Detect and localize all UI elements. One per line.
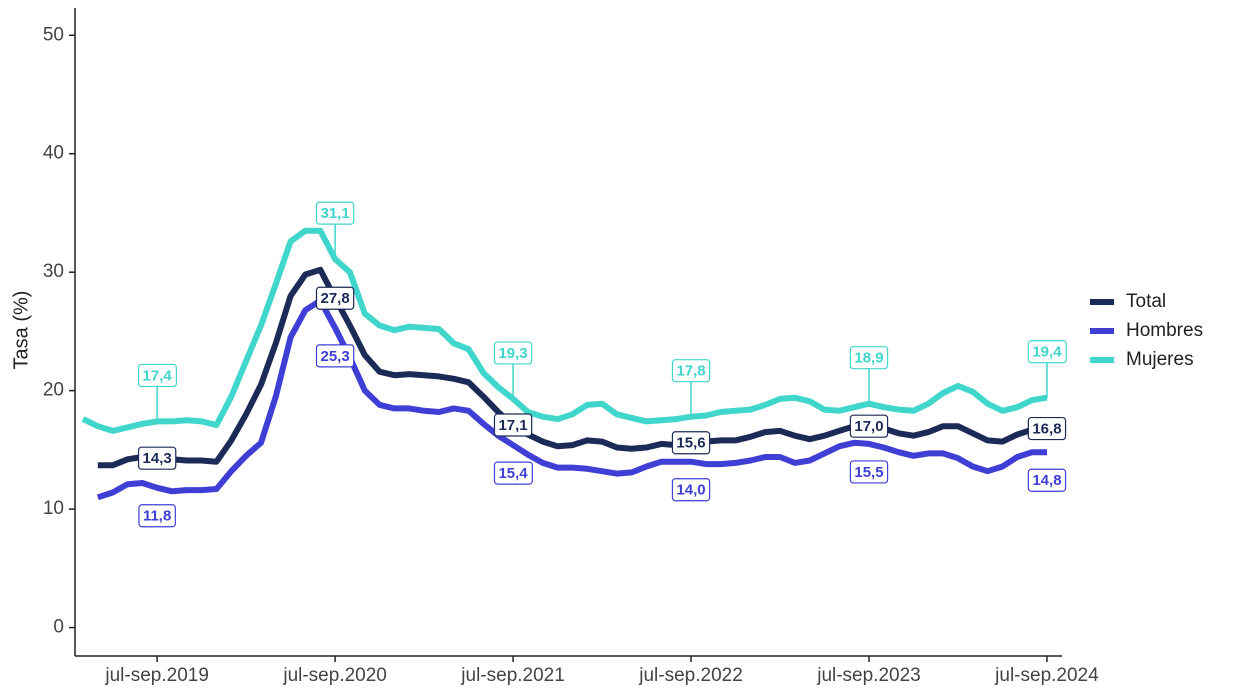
series-line bbox=[96, 297, 1047, 501]
x-tick-label: jul-sep.2022 bbox=[638, 665, 743, 686]
data-label: 17,4 bbox=[143, 367, 173, 384]
data-label-box bbox=[137, 446, 177, 470]
y-tick-label: 0 bbox=[53, 617, 64, 638]
data-label-group: 14,3 bbox=[137, 446, 177, 470]
data-label-group: 15,5 bbox=[849, 460, 889, 484]
legend-label: Total bbox=[1126, 291, 1166, 312]
x-tick-label: jul-sep.2024 bbox=[994, 665, 1099, 686]
data-label-group: 17,4 bbox=[137, 363, 178, 388]
data-label-group: 19,4 bbox=[1027, 340, 1067, 364]
data-label-box bbox=[671, 431, 711, 455]
data-label: 19,4 bbox=[1032, 344, 1062, 361]
data-label: 17,0 bbox=[854, 418, 883, 435]
y-tick-label: 10 bbox=[43, 498, 64, 519]
data-label-box bbox=[671, 478, 711, 502]
data-label-box bbox=[671, 359, 711, 383]
data-label-group: 19,3 bbox=[493, 341, 533, 365]
y-tick-label: 30 bbox=[43, 261, 64, 282]
data-label: 15,5 bbox=[854, 464, 883, 481]
data-label-group: 14,0 bbox=[671, 478, 711, 502]
data-label: 15,6 bbox=[676, 435, 705, 452]
data-label: 25,3 bbox=[321, 348, 350, 365]
x-tick-label: jul-sep.2023 bbox=[816, 665, 921, 686]
data-label-group: 11,8 bbox=[138, 504, 176, 528]
data-label-box bbox=[493, 461, 533, 485]
data-label-group: 16,8 bbox=[1027, 416, 1067, 441]
y-tick-label: 40 bbox=[43, 143, 64, 164]
data-label: 14,0 bbox=[676, 482, 705, 499]
data-label-box bbox=[849, 346, 889, 370]
data-label-box bbox=[138, 504, 176, 528]
data-label-box bbox=[849, 460, 889, 484]
data-label: 17,8 bbox=[676, 363, 705, 380]
data-label-box bbox=[315, 201, 355, 225]
data-label-group: 17,0 bbox=[849, 414, 889, 438]
x-tick-label: jul-sep.2021 bbox=[460, 665, 565, 686]
data-label: 18,9 bbox=[854, 350, 883, 367]
data-label-group: 15,4 bbox=[493, 461, 533, 485]
data-label-box bbox=[315, 286, 355, 310]
data-label-group: 18,9 bbox=[849, 346, 889, 370]
series-line bbox=[97, 266, 1048, 469]
x-tick-label: jul-sep.2019 bbox=[104, 665, 209, 686]
data-label-box bbox=[315, 344, 355, 368]
data-label-group: 31,1 bbox=[315, 201, 355, 225]
data-label-group: 27,8 bbox=[315, 286, 355, 310]
y-tick-label: 50 bbox=[43, 24, 64, 45]
data-label: 27,8 bbox=[321, 290, 350, 307]
data-label-group: 15,6 bbox=[671, 431, 711, 455]
data-label-box bbox=[493, 341, 533, 365]
data-label-box bbox=[493, 413, 533, 437]
y-tick-label: 20 bbox=[43, 380, 64, 401]
data-label-group: 17,1 bbox=[493, 413, 533, 437]
data-label: 17,1 bbox=[498, 417, 527, 434]
data-label: 19,3 bbox=[498, 345, 527, 362]
legend-label: Hombres bbox=[1126, 320, 1203, 341]
data-label: 15,4 bbox=[498, 465, 528, 482]
data-label-box bbox=[1027, 468, 1067, 492]
data-label-group: 17,8 bbox=[671, 359, 711, 383]
data-label-group: 14,8 bbox=[1027, 468, 1067, 492]
data-label: 14,3 bbox=[143, 450, 172, 467]
data-label-box bbox=[1027, 340, 1067, 364]
series-line bbox=[81, 227, 1048, 434]
legend-label: Mujeres bbox=[1126, 349, 1194, 370]
data-label: 16,8 bbox=[1032, 421, 1061, 438]
data-label-box bbox=[137, 363, 178, 388]
y-axis-label: Tasa (%) bbox=[10, 291, 32, 370]
data-label: 31,1 bbox=[321, 205, 350, 222]
data-label: 11,8 bbox=[143, 508, 171, 525]
x-tick-label: jul-sep.2020 bbox=[282, 665, 387, 686]
data-label-box bbox=[1027, 416, 1067, 441]
data-label-box bbox=[849, 414, 889, 438]
data-label: 14,8 bbox=[1032, 472, 1061, 489]
data-label-group: 25,3 bbox=[315, 344, 355, 368]
